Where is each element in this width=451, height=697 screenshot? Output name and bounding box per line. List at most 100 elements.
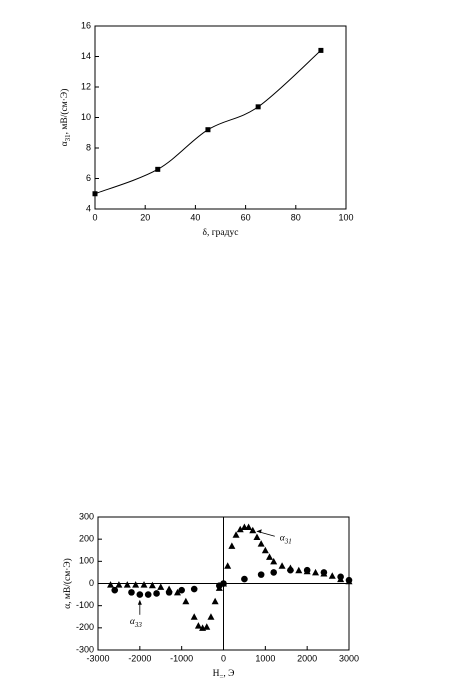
plot-frame xyxy=(94,25,347,210)
y-tick-label: 12 xyxy=(81,81,91,91)
annotation: α33 xyxy=(130,617,143,628)
point xyxy=(92,191,98,197)
x-tick-label: 60 xyxy=(241,212,251,222)
label-part: δ, градус xyxy=(203,228,239,238)
point xyxy=(224,562,232,569)
point xyxy=(345,576,353,584)
arrow-head xyxy=(256,529,262,534)
y-tick-label: 8 xyxy=(86,142,91,152)
y-axis-label: α31, мВ/(см·Э) xyxy=(59,89,71,147)
point xyxy=(173,588,181,596)
point xyxy=(165,589,173,596)
point xyxy=(155,166,161,172)
point xyxy=(144,591,152,598)
point xyxy=(303,566,311,574)
x-axis-label: δ, градус xyxy=(203,228,239,238)
point xyxy=(211,597,219,605)
label-part: α xyxy=(130,617,136,627)
point xyxy=(232,531,240,538)
point xyxy=(328,572,336,579)
point xyxy=(148,581,156,589)
subscript: 31 xyxy=(284,537,292,545)
point xyxy=(140,581,148,588)
y-tick-label: 6 xyxy=(86,173,91,183)
subscript: = xyxy=(219,673,223,681)
point xyxy=(128,589,135,596)
y-tick-label: -100 xyxy=(76,600,94,610)
point xyxy=(295,566,303,574)
point xyxy=(157,583,165,590)
label-part: , мВ/(см·Э) xyxy=(59,89,70,135)
x-tick-label: 2000 xyxy=(297,653,317,663)
point xyxy=(132,581,140,588)
point xyxy=(287,566,294,574)
point xyxy=(312,568,320,576)
point xyxy=(318,47,324,53)
y-tick-label: -200 xyxy=(76,622,94,632)
x-tick-label: 20 xyxy=(140,212,150,222)
point xyxy=(320,569,328,576)
label-part: α, мВ/(см·Э) xyxy=(62,558,73,609)
x-tick-label: 0 xyxy=(92,212,97,222)
y-tick-label: 100 xyxy=(79,556,94,566)
point xyxy=(153,590,160,597)
x-tick-label: 0 xyxy=(221,653,226,663)
point xyxy=(228,542,236,549)
point xyxy=(123,581,131,588)
x-tick-label: -1000 xyxy=(170,653,193,663)
point xyxy=(257,540,265,547)
x-tick-label: 80 xyxy=(291,212,301,222)
y-tick-label: 10 xyxy=(81,112,91,122)
y-tick-label: 300 xyxy=(79,511,94,521)
point xyxy=(182,597,190,605)
point xyxy=(111,586,119,594)
point xyxy=(115,581,123,588)
y-axis-label: α, мВ/(см·Э) xyxy=(62,558,73,609)
point xyxy=(136,591,144,598)
point xyxy=(207,613,215,620)
y-tick-label: -300 xyxy=(76,644,94,654)
point xyxy=(337,573,344,581)
label-part: H xyxy=(213,669,220,679)
y-tick-label: 0 xyxy=(89,578,94,588)
point xyxy=(241,575,248,583)
x-tick-label: -3000 xyxy=(86,653,109,663)
y-tick-label: 14 xyxy=(81,51,91,61)
x-tick-label: 3000 xyxy=(339,653,359,663)
x-tick-label: 100 xyxy=(338,212,353,222)
y-tick-label: 4 xyxy=(86,203,91,213)
label-part: α xyxy=(280,533,286,543)
point xyxy=(190,585,198,593)
point xyxy=(253,533,261,540)
point xyxy=(178,586,185,594)
point xyxy=(220,580,227,587)
subscript: 31 xyxy=(64,134,72,142)
label-part: α xyxy=(60,141,70,146)
fit-line xyxy=(94,50,322,195)
point xyxy=(249,526,257,534)
y-tick-label: 16 xyxy=(81,20,91,30)
point xyxy=(205,127,211,133)
point xyxy=(107,581,115,588)
point xyxy=(203,623,211,630)
point xyxy=(270,569,278,576)
point xyxy=(245,523,253,530)
point xyxy=(261,546,269,554)
point xyxy=(194,622,202,629)
point xyxy=(190,613,198,620)
x-axis-label: H=, Э xyxy=(213,669,235,680)
arrow-head xyxy=(137,599,142,605)
x-tick-label: -2000 xyxy=(128,653,151,663)
y-tick-label: 200 xyxy=(79,534,94,544)
x-tick-label: 1000 xyxy=(255,653,275,663)
point xyxy=(270,557,278,565)
label-part: , Э xyxy=(223,669,234,679)
point xyxy=(236,525,244,533)
subscript: 33 xyxy=(134,620,143,628)
point xyxy=(255,104,261,110)
point xyxy=(278,562,286,569)
annotation: α31 xyxy=(280,533,292,544)
point xyxy=(257,571,265,578)
x-tick-label: 40 xyxy=(190,212,200,222)
